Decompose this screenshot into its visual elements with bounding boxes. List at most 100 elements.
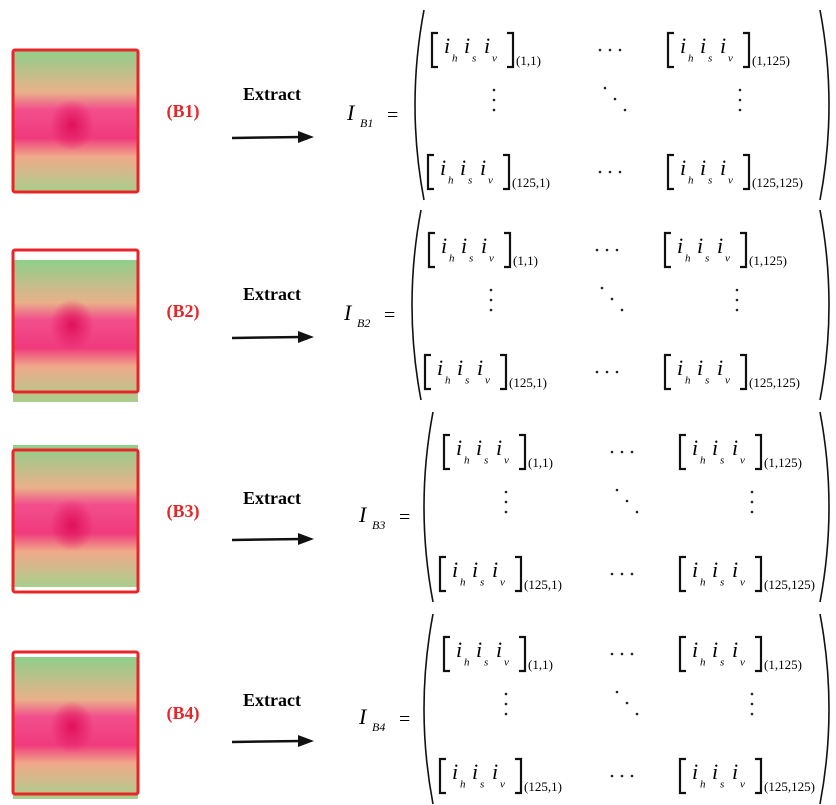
- equals-sign: =: [384, 305, 395, 327]
- dot: [751, 693, 754, 696]
- element-component: v: [728, 53, 733, 65]
- right-bracket: [519, 435, 525, 469]
- block-label: (B1): [167, 101, 200, 122]
- element-base: i: [480, 155, 486, 180]
- element-index: (1,1): [528, 657, 553, 672]
- element-index: (125,1): [512, 175, 550, 190]
- dot: [505, 693, 508, 696]
- element-index: (1,1): [516, 53, 541, 68]
- arrow-shaft: [232, 539, 302, 540]
- row: (B3)ExtractIB3=ihisiv(1,1)ihisiv(1,125)i…: [13, 412, 829, 602]
- right-bracket: [515, 557, 521, 591]
- element-component: h: [700, 657, 706, 669]
- dot: [505, 713, 508, 716]
- dot: [606, 371, 609, 374]
- element-base: i: [476, 637, 482, 662]
- matrix-subscript: B2: [357, 316, 370, 330]
- right-bracket: [743, 33, 749, 67]
- dot: [621, 573, 624, 576]
- dot: [631, 573, 634, 576]
- right-paren: [820, 210, 829, 400]
- left-bracket: [444, 637, 450, 671]
- dot: [616, 489, 619, 492]
- matrix-symbol: I: [358, 704, 368, 729]
- element-component: v: [740, 577, 745, 589]
- element-component: v: [725, 253, 730, 265]
- left-bracket: [428, 155, 434, 189]
- thumbnail: [13, 250, 138, 402]
- element-component: v: [492, 53, 497, 65]
- element-component: s: [472, 53, 476, 65]
- dot: [609, 49, 612, 52]
- right-bracket: [740, 233, 746, 267]
- element-component: s: [705, 375, 709, 387]
- element-base: i: [732, 435, 738, 460]
- matrix-subscript: B1: [360, 116, 373, 130]
- element-index: (125,125): [749, 375, 800, 390]
- dot: [751, 501, 754, 504]
- matrix-cell: ihisiv(125,1): [440, 759, 562, 794]
- element-component: v: [740, 657, 745, 669]
- element-base: i: [476, 435, 482, 460]
- dot: [736, 309, 739, 312]
- element-base: i: [484, 33, 490, 58]
- element-base: i: [437, 355, 443, 380]
- right-bracket: [515, 759, 521, 793]
- dot: [611, 653, 614, 656]
- element-component: s: [480, 779, 484, 791]
- right-bracket: [507, 33, 513, 67]
- element-base: i: [732, 557, 738, 582]
- element-index: (125,125): [764, 779, 815, 794]
- dot: [751, 511, 754, 514]
- dot: [611, 451, 614, 454]
- thumbnail-blob: [50, 99, 94, 151]
- matrix-symbol: I: [358, 502, 368, 527]
- right-bracket: [740, 355, 746, 389]
- matrix-cell: ihisiv(125,125): [680, 557, 815, 592]
- element-base: i: [717, 233, 723, 258]
- element-base: i: [712, 435, 718, 460]
- element-component: v: [489, 253, 494, 265]
- element-base: i: [712, 759, 718, 784]
- element-base: i: [720, 155, 726, 180]
- element-component: h: [700, 779, 706, 791]
- dot: [596, 249, 599, 252]
- row: (B1)ExtractIB1=ihisiv(1,1)ihisiv(1,125)i…: [13, 10, 829, 200]
- element-component: s: [720, 657, 724, 669]
- block-label: (B3): [167, 501, 200, 522]
- element-component: s: [708, 175, 712, 187]
- left-bracket: [680, 557, 686, 591]
- dot: [505, 501, 508, 504]
- dot: [631, 653, 634, 656]
- left-bracket: [429, 233, 435, 267]
- element-base: i: [492, 759, 498, 784]
- action-label: Extract: [243, 690, 301, 710]
- element-base: i: [456, 637, 462, 662]
- left-paren: [424, 412, 433, 602]
- dot: [616, 691, 619, 694]
- dot: [631, 451, 634, 454]
- element-component: h: [700, 455, 706, 467]
- dot: [596, 371, 599, 374]
- arrow-shaft: [232, 137, 302, 138]
- left-paren: [412, 210, 421, 400]
- dot: [739, 109, 742, 112]
- left-bracket: [440, 557, 446, 591]
- element-component: s: [720, 779, 724, 791]
- arrow-head: [298, 533, 314, 545]
- element-index: (125,1): [524, 577, 562, 592]
- element-index: (1,1): [528, 455, 553, 470]
- dot: [631, 775, 634, 778]
- element-component: s: [484, 455, 488, 467]
- dot: [621, 653, 624, 656]
- dot: [599, 171, 602, 174]
- right-bracket: [504, 233, 510, 267]
- element-index: (1,125): [764, 657, 802, 672]
- dot: [490, 309, 493, 312]
- action-label: Extract: [243, 284, 301, 304]
- dot: [490, 299, 493, 302]
- thumbnail: [13, 50, 138, 192]
- matrix-cell: ihisiv(125,125): [665, 355, 800, 390]
- dot: [606, 249, 609, 252]
